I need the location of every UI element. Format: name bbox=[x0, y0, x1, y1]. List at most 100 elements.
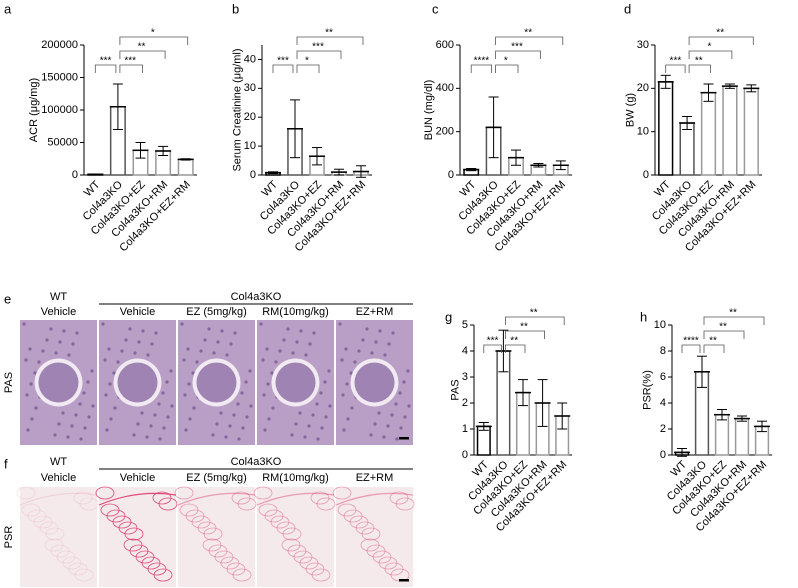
tubule bbox=[337, 503, 357, 517]
nucleus bbox=[263, 428, 267, 432]
nucleus bbox=[265, 347, 269, 351]
column-label: Vehicle bbox=[41, 472, 76, 484]
nucleus bbox=[323, 380, 327, 384]
nucleus bbox=[41, 349, 45, 353]
nucleus bbox=[407, 404, 411, 408]
bar bbox=[743, 87, 759, 176]
significance-bracket bbox=[665, 64, 686, 73]
y-tick-label: 3 bbox=[462, 371, 468, 383]
micrograph bbox=[16, 486, 99, 587]
nucleus bbox=[387, 342, 391, 346]
nucleus bbox=[266, 382, 270, 386]
panel-label: h bbox=[640, 309, 647, 324]
significance-label: ** bbox=[325, 28, 333, 39]
y-tick-label: 30 bbox=[244, 82, 256, 94]
tubule bbox=[360, 538, 380, 552]
bar bbox=[679, 122, 695, 176]
tubule bbox=[231, 491, 251, 505]
nucleus bbox=[109, 417, 113, 421]
nucleus bbox=[212, 351, 216, 355]
significance-label: * bbox=[504, 56, 508, 67]
tubule bbox=[202, 538, 222, 552]
y-tick-label: 0 bbox=[660, 449, 666, 461]
nucleus bbox=[353, 360, 357, 364]
nucleus bbox=[229, 342, 233, 346]
nucleus bbox=[91, 404, 95, 408]
tubule bbox=[16, 486, 36, 500]
nucleus bbox=[225, 353, 229, 357]
panel-label: g bbox=[445, 309, 452, 324]
nucleus bbox=[183, 393, 187, 397]
nucleus bbox=[307, 424, 311, 428]
y-tick-label: 10 bbox=[244, 140, 256, 152]
nucleus bbox=[236, 402, 240, 406]
capsule bbox=[256, 492, 335, 506]
nucleus bbox=[319, 391, 323, 395]
nucleus bbox=[215, 422, 219, 426]
capsule bbox=[98, 492, 177, 506]
nucleus bbox=[25, 393, 29, 397]
nucleus bbox=[378, 329, 382, 333]
significance-label: ** bbox=[510, 336, 518, 347]
row-label: PAS bbox=[3, 372, 15, 393]
significance-bracket bbox=[119, 36, 189, 45]
tubule bbox=[21, 503, 41, 517]
nucleus bbox=[33, 371, 37, 375]
group-label: WT bbox=[50, 456, 67, 468]
y-axis-label: ACR (μg/mg) bbox=[28, 78, 40, 142]
nucleus bbox=[37, 360, 41, 364]
bar bbox=[722, 85, 738, 176]
nucleus bbox=[26, 428, 30, 432]
nucleus bbox=[395, 437, 399, 441]
nucleus bbox=[157, 402, 161, 406]
tubule bbox=[179, 503, 199, 517]
significance-label: *** bbox=[670, 56, 682, 67]
nucleus bbox=[53, 433, 57, 437]
nucleus bbox=[342, 428, 346, 432]
nucleus bbox=[169, 369, 173, 373]
y-tick-label: 8 bbox=[660, 345, 666, 357]
nucleus bbox=[374, 340, 378, 344]
significance-label: * bbox=[151, 28, 155, 39]
nucleus bbox=[365, 327, 369, 331]
significance-bracket bbox=[296, 50, 342, 59]
nucleus bbox=[386, 424, 390, 428]
y-tick-label: 5 bbox=[462, 319, 468, 331]
tubule bbox=[310, 491, 330, 505]
bar bbox=[700, 91, 717, 176]
nucleus bbox=[154, 331, 158, 335]
nucleus bbox=[240, 391, 244, 395]
nucleus bbox=[199, 349, 203, 353]
y-tick-label: 200000 bbox=[41, 39, 78, 51]
nucleus bbox=[116, 360, 120, 364]
nucleus bbox=[232, 413, 236, 417]
nucleus bbox=[137, 340, 141, 344]
significance-label: *** bbox=[312, 42, 324, 53]
significance-label: ** bbox=[695, 56, 703, 67]
nucleus bbox=[328, 404, 332, 408]
nucleus bbox=[58, 340, 62, 344]
tubule bbox=[253, 486, 273, 500]
tubule bbox=[258, 503, 278, 517]
glomerulus bbox=[354, 362, 395, 403]
column-label: EZ (5mg/kg) bbox=[186, 472, 247, 484]
significance-bracket bbox=[703, 316, 765, 325]
significance-bracket bbox=[296, 64, 320, 73]
nucleus bbox=[70, 424, 74, 428]
significance-bracket bbox=[495, 36, 564, 45]
tubule bbox=[95, 486, 115, 500]
y-tick-label: 50000 bbox=[47, 136, 78, 148]
nucleus bbox=[219, 411, 223, 415]
y-tick-label: 1 bbox=[462, 423, 468, 435]
micrograph bbox=[99, 320, 176, 445]
tubule bbox=[74, 568, 94, 582]
nucleus bbox=[145, 435, 149, 439]
nucleus bbox=[259, 322, 263, 326]
significance-label: ** bbox=[709, 336, 717, 347]
y-tick-label: 20 bbox=[244, 111, 256, 123]
nucleus bbox=[320, 426, 324, 430]
glomerulus bbox=[117, 362, 158, 403]
panel-label: e bbox=[4, 291, 11, 306]
micrograph bbox=[174, 486, 257, 587]
tissue bbox=[20, 487, 97, 587]
